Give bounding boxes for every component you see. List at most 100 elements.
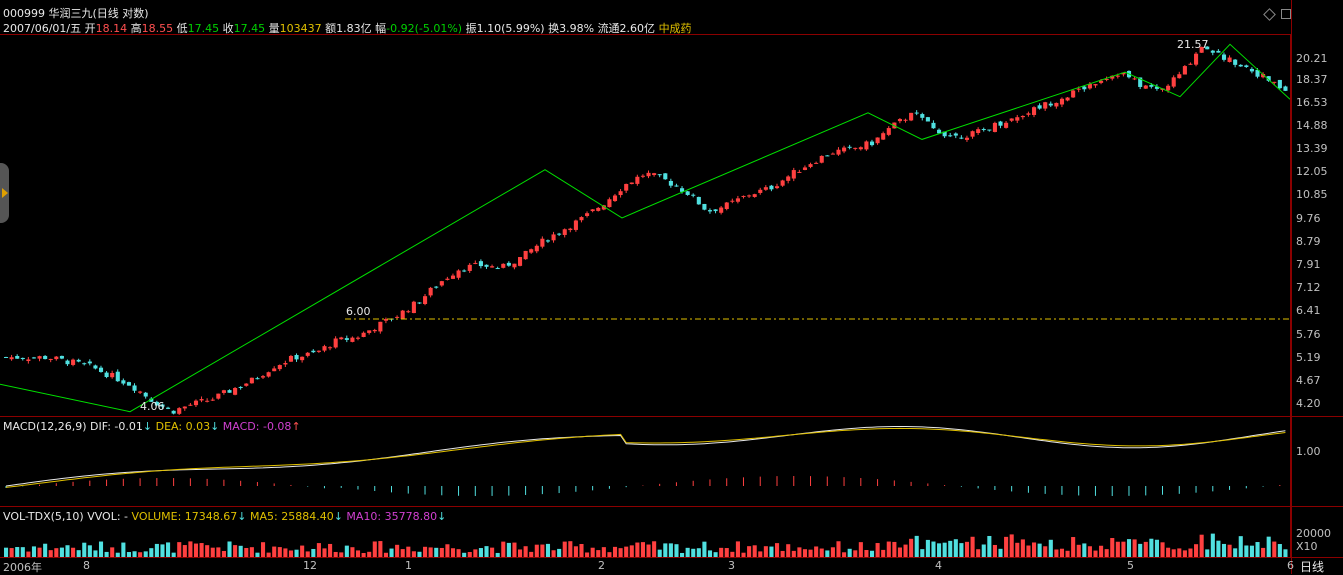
- candle-body: [1037, 105, 1042, 109]
- volume-bar: [367, 551, 372, 557]
- candle-body: [551, 234, 556, 241]
- level-annotation: 6.00: [346, 305, 371, 318]
- candle-body: [814, 162, 819, 164]
- candle-body: [71, 359, 76, 365]
- price-axis-label: 18.37: [1296, 72, 1328, 86]
- volume-bar: [20, 547, 25, 557]
- volume-bar: [311, 548, 316, 557]
- volume-bar: [417, 551, 422, 557]
- volume-bar: [987, 535, 992, 557]
- square-icon[interactable]: [1281, 9, 1291, 19]
- candle-body: [596, 207, 601, 211]
- volume-bar: [76, 550, 81, 557]
- volume-chart[interactable]: [0, 527, 1290, 557]
- candle-body: [445, 278, 450, 280]
- time-axis-label: 3: [728, 559, 735, 572]
- candle-body: [646, 172, 651, 177]
- volume-bar: [255, 552, 260, 557]
- price-axis-label: 4.67: [1296, 373, 1321, 387]
- volume-bar: [942, 542, 947, 557]
- candle-body: [110, 372, 115, 378]
- price-axis-label: 5.76: [1296, 327, 1321, 341]
- volume-bar: [713, 552, 718, 557]
- candle-body: [668, 180, 673, 186]
- candle-body: [484, 264, 489, 267]
- volume-bar: [316, 543, 321, 557]
- candle-body: [702, 203, 707, 210]
- candle-body: [216, 393, 221, 399]
- volume-bar: [1221, 543, 1227, 557]
- macd-chart[interactable]: [0, 417, 1290, 505]
- candle-body: [305, 352, 310, 356]
- candle-body: [104, 372, 109, 378]
- price-chart[interactable]: [0, 35, 1290, 415]
- candle-body: [674, 185, 679, 187]
- volume-bar: [964, 541, 970, 557]
- volume-bar: [1238, 536, 1243, 557]
- candle-body: [568, 228, 573, 231]
- candle-body: [322, 346, 327, 351]
- volume-bar: [87, 545, 92, 557]
- candle-body: [696, 196, 701, 205]
- candle-body: [612, 195, 618, 202]
- volume-bar: [294, 549, 299, 557]
- candle-body: [1238, 64, 1243, 67]
- candle-body: [1216, 50, 1221, 53]
- price-axis-label: 13.39: [1296, 142, 1328, 156]
- candle-body: [59, 355, 64, 359]
- candle-body: [624, 183, 629, 191]
- volume-bar: [154, 543, 159, 557]
- candle-body: [378, 321, 383, 332]
- price-axis-label: 12.05: [1296, 165, 1328, 179]
- volume-bar: [568, 541, 573, 557]
- candle-body: [1149, 85, 1154, 87]
- candle-body: [780, 180, 785, 186]
- price-axis-label: 7.91: [1296, 257, 1321, 271]
- side-panel-tab[interactable]: [0, 163, 9, 223]
- volume-bar: [1199, 534, 1204, 557]
- diamond-icon[interactable]: [1263, 8, 1276, 21]
- volume-bar: [1166, 547, 1171, 557]
- candle-body: [735, 198, 740, 202]
- candle-body: [1043, 102, 1048, 109]
- volume-bar: [1132, 539, 1137, 557]
- candle-body: [707, 210, 713, 212]
- candle-body: [473, 262, 478, 264]
- volume-bar: [233, 545, 238, 557]
- volume-bar: [579, 543, 584, 557]
- vol-divider: [0, 506, 1343, 507]
- volume-bar: [244, 547, 249, 557]
- period-tab[interactable]: 日线: [1300, 560, 1325, 574]
- candle-body: [1272, 81, 1277, 83]
- candle-body: [149, 398, 154, 402]
- low-label: 低: [176, 22, 188, 35]
- volume-bar: [1154, 539, 1159, 557]
- volume-legend: VOL-TDX(5,10) VVOL: - VOLUME: 17348.67↓ …: [3, 510, 447, 523]
- candle-body: [1004, 122, 1009, 128]
- volume-bar: [490, 547, 495, 557]
- volume-bar: [992, 544, 997, 557]
- candle-body: [1082, 86, 1087, 90]
- time-axis-label: 6: [1287, 559, 1294, 572]
- candle-body: [233, 388, 238, 395]
- candle-body: [361, 332, 366, 337]
- volume-bar: [540, 544, 545, 557]
- volume-bar: [1004, 536, 1009, 557]
- volume-bar: [970, 536, 975, 557]
- candle-body: [970, 131, 975, 137]
- candle-body: [15, 356, 20, 359]
- candle-body: [428, 287, 433, 296]
- sector-label[interactable]: 中成药: [658, 22, 692, 35]
- candle-body: [830, 153, 835, 155]
- vol-unit-label: X10: [1296, 540, 1318, 553]
- candle-body: [210, 399, 215, 401]
- volume-bar: [333, 551, 338, 557]
- candle-body: [529, 249, 534, 253]
- volume-bar: [1160, 542, 1165, 557]
- volume-bar: [15, 547, 20, 557]
- volume-bar: [596, 550, 601, 557]
- candle-body: [160, 404, 165, 407]
- candle-body: [121, 380, 126, 384]
- volume-bar: [1182, 550, 1187, 557]
- volume-bar: [1043, 546, 1048, 557]
